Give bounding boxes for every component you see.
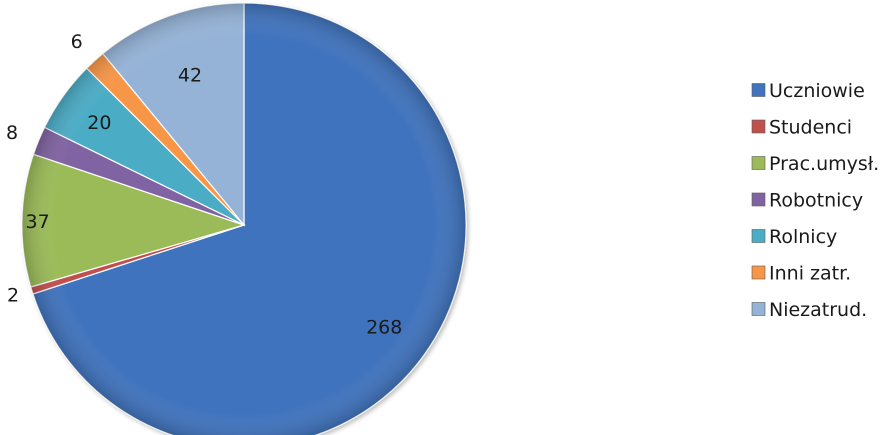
data-label-studenci: 2 — [7, 284, 19, 306]
data-label-uczniowie: 268 — [366, 317, 402, 339]
data-label-niezatrud: 42 — [178, 65, 202, 87]
legend-item-rolnicy: Rolnicy — [751, 226, 837, 248]
data-label-rolnicy: 20 — [87, 112, 111, 134]
data-label-robotnicy: 8 — [6, 122, 18, 144]
legend-item-inni-zatr: Inni zatr. — [751, 263, 851, 285]
legend-item-uczniowie: Uczniowie — [751, 80, 865, 102]
legend-item-studenci: Studenci — [751, 117, 852, 139]
legend-label: Niezatrud. — [769, 299, 867, 321]
data-label-inni-zatr: 6 — [71, 31, 83, 53]
legend-swatch — [751, 119, 766, 134]
legend-label: Prac.umysł. — [769, 153, 879, 175]
legend-label: Robotnicy — [769, 190, 863, 212]
legend-swatch — [751, 229, 766, 243]
legend-swatch — [751, 302, 766, 316]
pie-data-labels: 268 2 37 8 20 6 42 — [6, 31, 402, 339]
legend-swatch — [751, 265, 766, 280]
legend-label: Studenci — [769, 117, 852, 139]
data-label-prac-umys: 37 — [26, 211, 50, 233]
legend-label: Rolnicy — [769, 226, 837, 248]
legend-label: Inni zatr. — [769, 263, 851, 285]
legend-swatch — [751, 83, 766, 97]
legend-item-prac-umys: Prac.umysł. — [751, 153, 879, 175]
legend: Uczniowie Studenci Prac.umysł. Robotnicy Rol… — [751, 80, 879, 321]
pie-slices — [21, 2, 467, 435]
legend-swatch — [751, 192, 766, 207]
legend-label: Uczniowie — [769, 80, 865, 102]
legend-item-niezatrud: Niezatrud. — [751, 299, 867, 321]
legend-swatch — [751, 156, 766, 170]
legend-item-robotnicy: Robotnicy — [751, 190, 863, 212]
